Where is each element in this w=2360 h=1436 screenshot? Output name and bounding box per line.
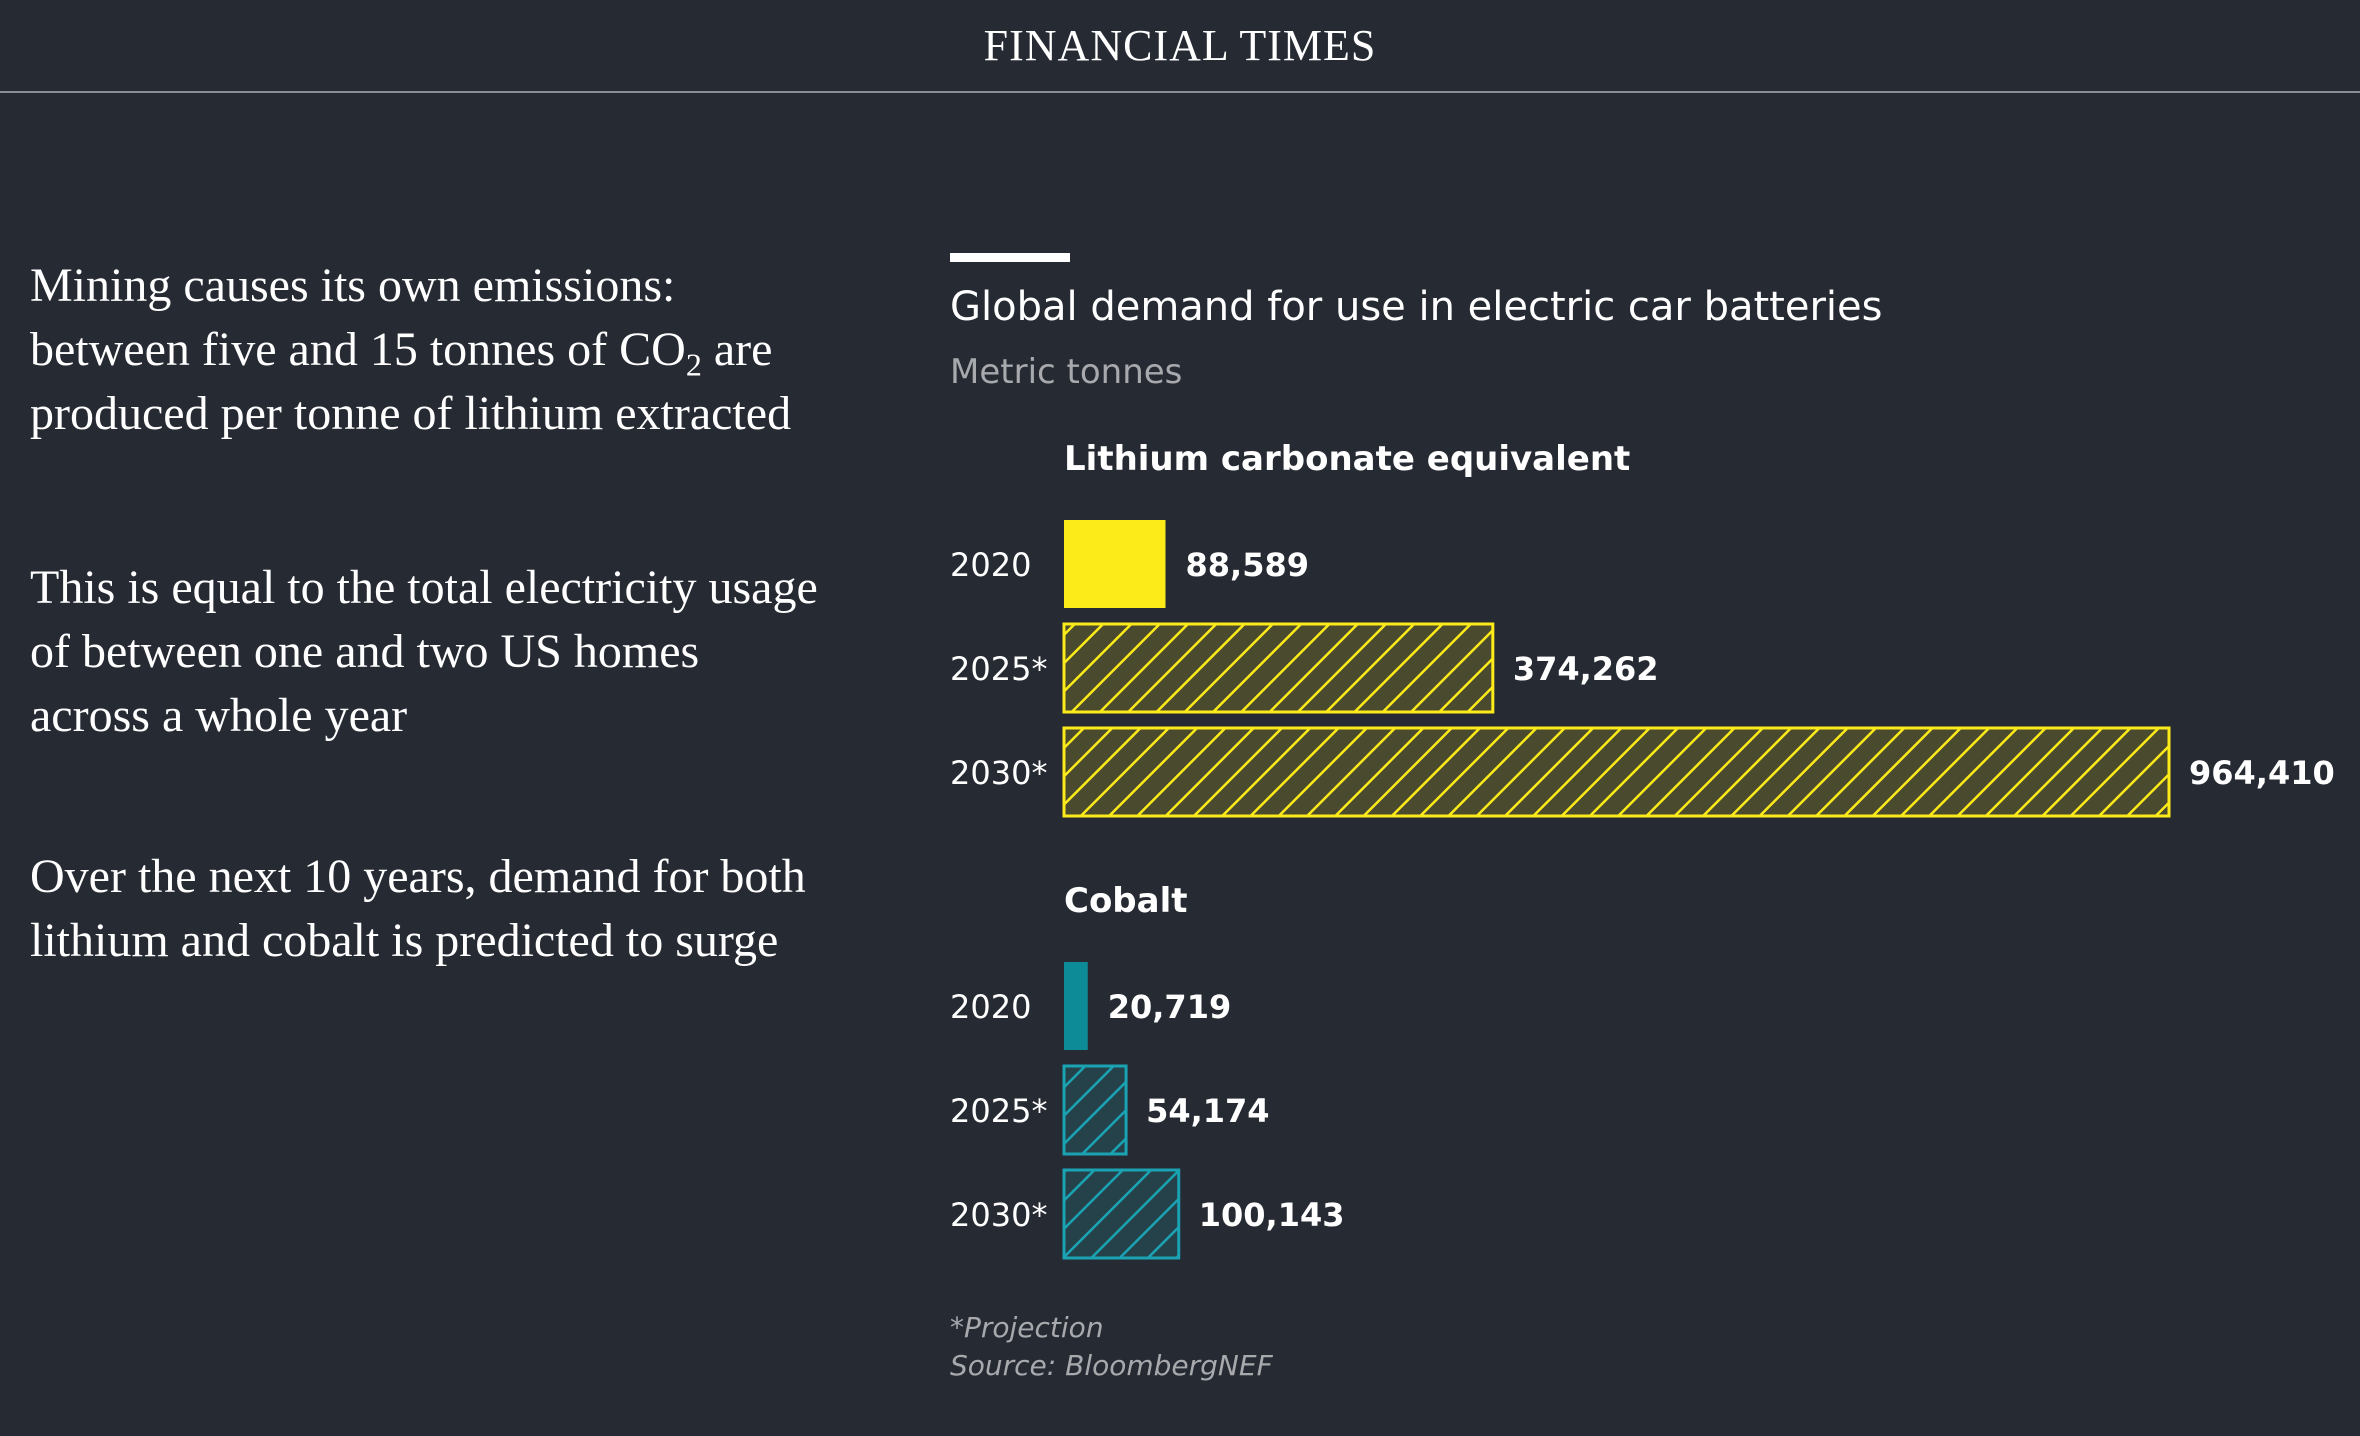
co2-subscript: 2 — [685, 346, 702, 383]
cobalt-panel-label: Cobalt — [1064, 881, 1188, 921]
lithium-carbonate-equivalent-category-label: 2025* — [950, 650, 1047, 688]
lithium-carbonate-equivalent-value-label: 374,262 — [1513, 650, 1659, 688]
narrative-paragraph-2: This is equal to the total electricity u… — [30, 561, 818, 742]
chart-title-rule — [950, 253, 1070, 262]
lithium-carbonate-equivalent-category-label: 2030* — [950, 754, 1047, 792]
lithium-carbonate-equivalent-bar — [1064, 520, 1166, 608]
cobalt-bar — [1062, 1064, 1128, 1156]
cobalt-value-label: 20,719 — [1108, 988, 1231, 1026]
cobalt-value-label: 100,143 — [1199, 1196, 1345, 1234]
lithium-carbonate-equivalent-panel-label: Lithium carbonate equivalent — [1064, 439, 1630, 479]
narrative-paragraph-3: Over the next 10 years, demand for both … — [30, 850, 806, 967]
chart-source: Source: BloombergNEF — [950, 1349, 1274, 1382]
lithium-carbonate-equivalent-value-label: 88,589 — [1186, 546, 1309, 584]
chart-title: Global demand for use in electric car ba… — [950, 284, 1882, 330]
lithium-carbonate-equivalent-category-label: 2020 — [950, 546, 1031, 584]
masthead: FINANCIAL TIMES — [0, 0, 2360, 93]
lithium-carbonate-equivalent-value-label: 964,410 — [2189, 754, 2335, 792]
narrative-paragraph-1: Mining causes its own emissions: between… — [30, 254, 820, 446]
chart-subtitle: Metric tonnes — [950, 352, 1182, 392]
masthead-title: FINANCIAL TIMES — [983, 21, 1377, 70]
lithium-carbonate-equivalent-bar — [1062, 622, 1495, 714]
cobalt-category-label: 2025* — [950, 1092, 1047, 1130]
lithium-carbonate-equivalent-bar — [1062, 726, 2171, 818]
cobalt-bar — [1064, 962, 1088, 1050]
chart-footnote: *Projection — [950, 1311, 1104, 1344]
bars-layer: Lithium carbonate equivalent 2020 88,589 20… — [950, 439, 2335, 1260]
narrative-paragraph-1-tail: are produced per tonne of lithium extrac… — [30, 323, 792, 440]
cobalt-value-label: 54,174 — [1146, 1092, 1269, 1130]
narrative-paragraph-1-text: Mining causes its own emissions: between… — [30, 259, 686, 376]
cobalt-category-label: 2020 — [950, 988, 1031, 1026]
cobalt-bar — [1062, 1168, 1181, 1260]
cobalt-category-label: 2030* — [950, 1196, 1047, 1234]
